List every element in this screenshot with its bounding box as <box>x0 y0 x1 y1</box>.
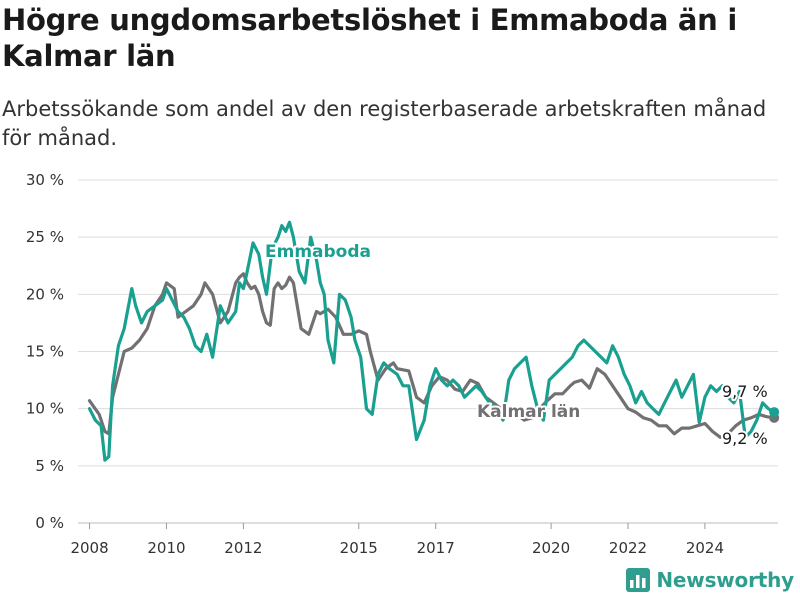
x-tick-label: 2015 <box>340 539 378 557</box>
series-line-emmaboda <box>87 220 776 462</box>
brand-logo: Newsworthy <box>626 568 794 592</box>
line-chart: 0 %5 %10 %15 %20 %25 %30 % 2008 2010 2012 2… <box>26 171 780 557</box>
series-line-kalmar-l-n <box>87 272 776 439</box>
series-labels: Emmaboda Kalmar län 9,7 % 9,2 % <box>263 240 770 450</box>
series-label-emmaboda: Emmaboda <box>265 242 371 262</box>
y-tick-label: 10 % <box>26 400 64 418</box>
x-tick-label: 2017 <box>417 539 455 557</box>
y-tick-label: 30 % <box>26 171 64 189</box>
x-tick-label: 2022 <box>609 539 647 557</box>
series-lines <box>87 220 780 462</box>
x-tick-label: 2008 <box>70 539 108 557</box>
gridlines <box>78 179 778 524</box>
end-value-label-kalmar-lan: 9,2 % <box>722 429 768 448</box>
x-tick-label: 2020 <box>532 539 570 557</box>
x-tick-label: 2010 <box>147 539 185 557</box>
y-axis-ticks: 0 % 5 % 10 % 15 % 20 % 25 % 30 % <box>26 171 64 532</box>
y-tick-label: 20 % <box>26 285 64 303</box>
chart-subtitle: Arbetssökande som andel av den registerb… <box>2 97 767 150</box>
y-tick-label: 0 % <box>35 514 64 532</box>
y-tick-label: 5 % <box>35 457 64 475</box>
end-point-emmaboda <box>769 407 780 418</box>
brand-name: Newsworthy <box>656 568 794 592</box>
x-tick-label: 2012 <box>224 539 262 557</box>
end-value-label-emmaboda: 9,7 % <box>722 382 768 401</box>
chart-title: Högre ungdomsarbetslöshet i Emmaboda än … <box>2 3 737 73</box>
series-label-kalmar-lan: Kalmar län <box>477 402 580 422</box>
y-tick-label: 15 % <box>26 343 64 361</box>
y-tick-label: 25 % <box>26 228 64 246</box>
bar-chart-logo-icon <box>626 568 651 592</box>
x-tick-label: 2024 <box>686 539 724 557</box>
x-axis-ticks: 2008 2010 2012 2015 2017 2020 2022 2024 <box>70 523 724 557</box>
